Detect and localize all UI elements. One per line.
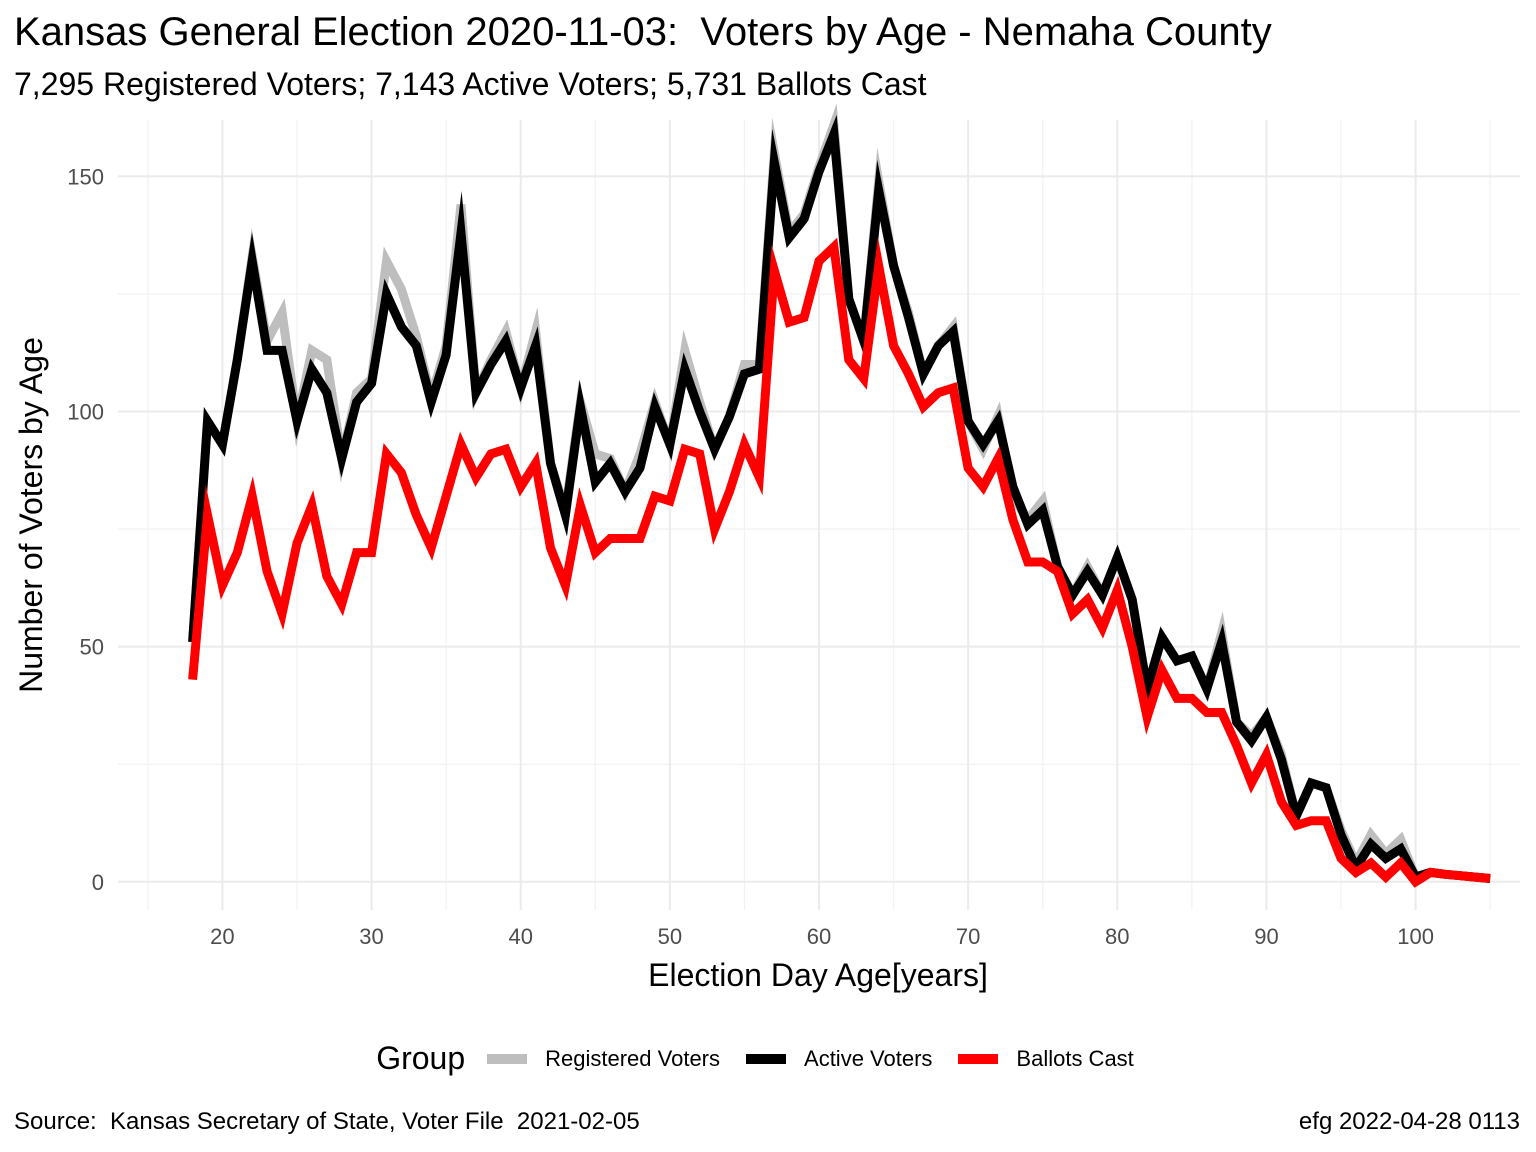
x-tick-label: 90 xyxy=(1254,924,1278,949)
x-axis-ticks: 20 30 40 50 60 70 80 90 100 xyxy=(210,924,1434,949)
legend: Group Registered Voters Active Voters Ba… xyxy=(0,1040,1536,1077)
legend-label-registered: Registered Voters xyxy=(545,1046,720,1072)
x-tick-label: 100 xyxy=(1397,924,1434,949)
y-axis-title: Number of Voters by Age xyxy=(13,337,49,693)
series-line-active-voters xyxy=(193,134,1491,878)
x-tick-label: 80 xyxy=(1105,924,1129,949)
x-tick-label: 60 xyxy=(807,924,831,949)
series-line-ballots-cast xyxy=(193,247,1491,882)
series-lines xyxy=(193,125,1491,882)
x-tick-label: 30 xyxy=(359,924,383,949)
y-tick-label: 150 xyxy=(67,164,104,189)
y-tick-label: 100 xyxy=(67,400,104,425)
author-caption: efg 2022-04-28 0113 xyxy=(1299,1108,1520,1136)
legend-key-registered xyxy=(487,1054,527,1064)
x-tick-label: 20 xyxy=(210,924,234,949)
source-caption: Source: Kansas Secretary of State, Voter… xyxy=(14,1108,640,1136)
legend-item-ballots: Ballots Cast xyxy=(958,1046,1133,1072)
legend-title: Group xyxy=(376,1040,465,1077)
y-axis-ticks: 0 50 100 150 xyxy=(67,164,104,894)
legend-item-active: Active Voters xyxy=(746,1046,932,1072)
legend-label-ballots: Ballots Cast xyxy=(1016,1046,1133,1072)
legend-key-ballots xyxy=(958,1054,998,1064)
legend-item-registered: Registered Voters xyxy=(487,1046,720,1072)
x-tick-label: 40 xyxy=(508,924,532,949)
legend-key-active xyxy=(746,1054,786,1064)
x-tick-label: 50 xyxy=(658,924,682,949)
x-axis-title: Election Day Age[years] xyxy=(648,957,988,993)
legend-label-active: Active Voters xyxy=(804,1046,932,1072)
y-tick-label: 0 xyxy=(92,870,104,895)
y-tick-label: 50 xyxy=(80,635,104,660)
x-tick-label: 70 xyxy=(956,924,980,949)
